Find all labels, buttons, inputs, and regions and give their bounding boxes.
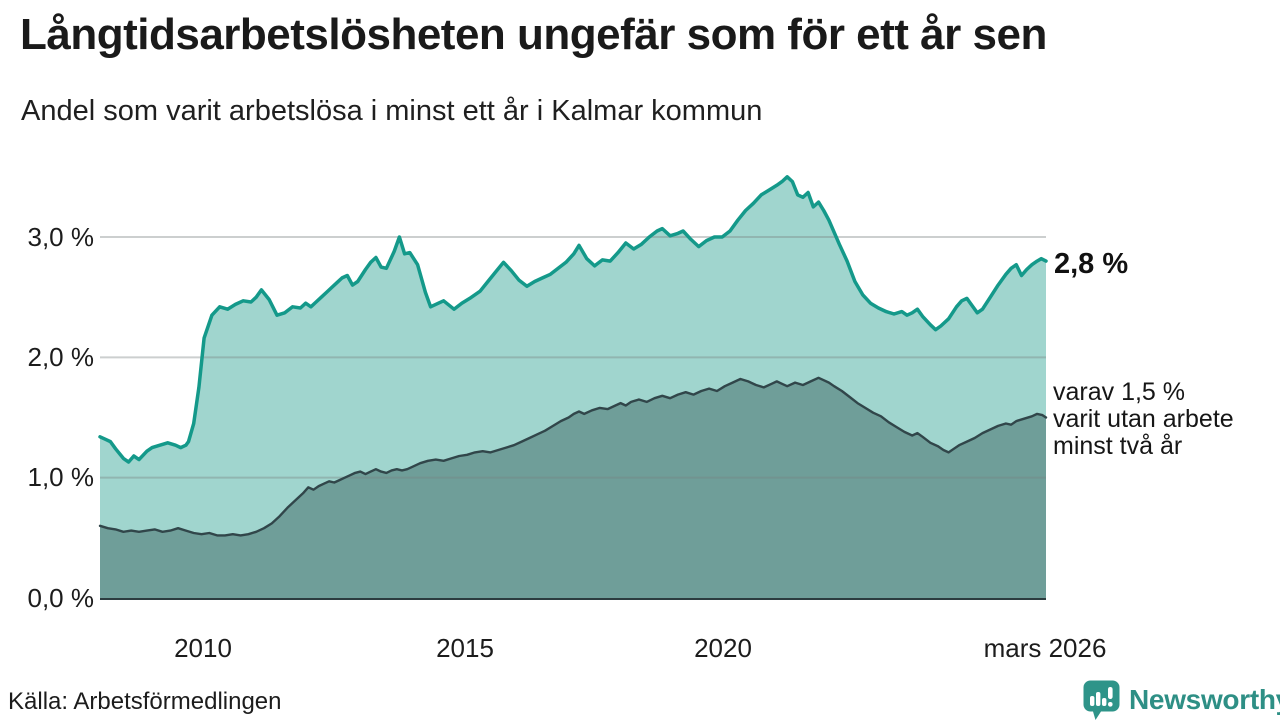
latest-value-label: 2,8 % [1054,248,1129,280]
page-title: Långtidsarbetslösheten ungefär som för e… [20,10,1047,59]
secondary-annotation-line2: varit utan arbete [1053,405,1234,433]
y-axis-tick-1: 1,0 % [27,462,95,492]
series-2-area [100,377,1046,598]
series-2-line [98,376,1048,537]
newsworthy-icon [1083,680,1120,720]
source-credit: Källa: Arbetsförmedlingen [8,688,282,715]
secondary-series-annotation: varav 1,5 % varit utan arbete minst två … [1053,379,1278,460]
x-axis-tick-2020: 2020 [694,633,752,663]
x-axis-tick-latest: mars 2026 [983,633,1107,663]
x-axis-tick-2015: 2015 [436,633,494,663]
series-1-line [98,175,1048,464]
page-subtitle: Andel som varit arbetslösa i minst ett å… [21,95,763,127]
y-axis-tick-2: 2,0 % [27,342,95,372]
x-axis-tick-2010: 2010 [174,633,232,663]
brand-name: Newsworthy [1129,683,1280,715]
secondary-annotation-line1: varav 1,5 % [1053,378,1186,406]
secondary-annotation-line3: minst två år [1053,432,1183,460]
brand-logo: Newsworthy [1082,679,1280,720]
y-axis-tick-3: 3,0 % [27,222,95,252]
y-axis-tick-0: 0,0 % [27,583,95,613]
